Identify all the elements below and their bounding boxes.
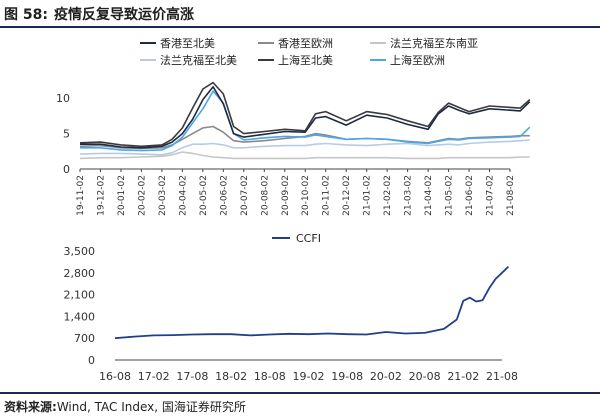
ccfi-chart: CCFI 0 700 1,400 2,100 2,800 3,500 16-08 17-02 1… [64,232,518,383]
x-tick-label: 21-08-02 [506,175,516,216]
top-rule [0,26,600,28]
x-tick-label: 20-12-02 [342,175,352,216]
series-line-5 [79,81,531,148]
x-tick-label: 17-02 [138,370,170,383]
x-tick-label: 19-12-02 [96,175,106,216]
x-tick-label: 19-02 [293,370,325,383]
x-tick-label: 19-08 [331,370,363,383]
chart1-axes: 0 5 10 19-11-02 19-12-02 20-01-02 20-02-02 20-0… [56,92,516,216]
x-tick-label: 20-02 [370,370,402,383]
x-tick-label: 20-02-02 [137,175,147,216]
legend-label: 上海至欧洲 [390,53,445,67]
x-tick-label: 20-03-02 [158,175,168,216]
series-line-3 [79,151,530,160]
x-tick-label: 20-08-02 [260,175,270,216]
y-tick-label: 1,400 [64,310,96,323]
x-tick-label: 21-06-02 [465,175,475,216]
x-tick-label: 21-02-02 [383,175,393,216]
figure-number: 图 58: [4,7,48,23]
x-tick-label: 20-06-02 [219,175,229,216]
y-tick-label: 0 [63,163,70,176]
series-line-4 [79,139,530,156]
x-tick-label: 20-08 [409,370,441,383]
legend-label: 香港至北美 [160,37,215,50]
x-tick-label: 20-09-02 [281,175,291,216]
x-tick-label: 21-05-02 [445,175,455,216]
chart2-series [114,265,510,340]
y-tick-label: 3,500 [64,245,96,258]
x-tick-label: 20-10-02 [301,175,311,216]
legend-label: 香港至欧洲 [278,37,333,50]
x-tick-label: 21-04-02 [424,175,434,216]
x-tick-label: 18-02 [215,370,247,383]
chart2-axes: 0 700 1,400 2,100 2,800 3,500 16-08 17-02 17-08 1… [64,245,518,383]
y-tick-label: 5 [63,128,70,141]
x-tick-label: 17-08 [176,370,208,383]
x-tick-label: 21-02 [447,370,479,383]
ccfi-line [114,265,510,340]
x-tick-label: 20-04-02 [178,175,188,216]
source-text: Wind, TAC Index, 国海证券研究所 [56,399,246,414]
legend-label: 法兰克福至东南亚 [390,36,478,50]
series-line-6 [80,90,531,152]
legend-label: 上海至北美 [278,53,333,67]
figure-title: 图 58: 疫情反复导致运价高涨 [4,3,596,25]
legend-label: CCFI [296,232,321,245]
x-tick-label: 20-01-02 [117,175,127,216]
x-tick-label: 18-08 [254,370,286,383]
y-tick-label: 0 [88,354,95,367]
source-note: 资料来源: Wind, TAC Index, 国海证券研究所 [4,396,246,416]
x-tick-label: 21-07-02 [486,175,496,216]
bottom-rule [0,392,600,394]
y-tick-label: 10 [56,92,70,105]
x-tick-label: 19-11-02 [76,175,86,216]
y-tick-label: 700 [74,332,95,345]
x-tick-label: 21-08 [486,370,518,383]
source-label: 资料来源: [4,399,57,414]
x-tick-label: 20-11-02 [322,175,332,216]
x-tick-label: 20-07-02 [240,175,250,216]
y-tick-label: 2,800 [64,267,96,280]
x-tick-label: 21-01-02 [363,175,373,216]
legend-label: 法兰克福至北美 [160,53,237,67]
x-tick-label: 21-03-02 [404,175,414,216]
chart2-legend: CCFI [272,232,321,245]
x-tick-label: 16-08 [99,370,131,383]
y-tick-label: 2,100 [64,289,96,302]
x-tick-label: 20-05-02 [199,175,209,216]
chart1-series [79,81,531,160]
figure-caption: 疫情反复导致运价高涨 [53,7,194,23]
series-line-1 [80,85,531,149]
